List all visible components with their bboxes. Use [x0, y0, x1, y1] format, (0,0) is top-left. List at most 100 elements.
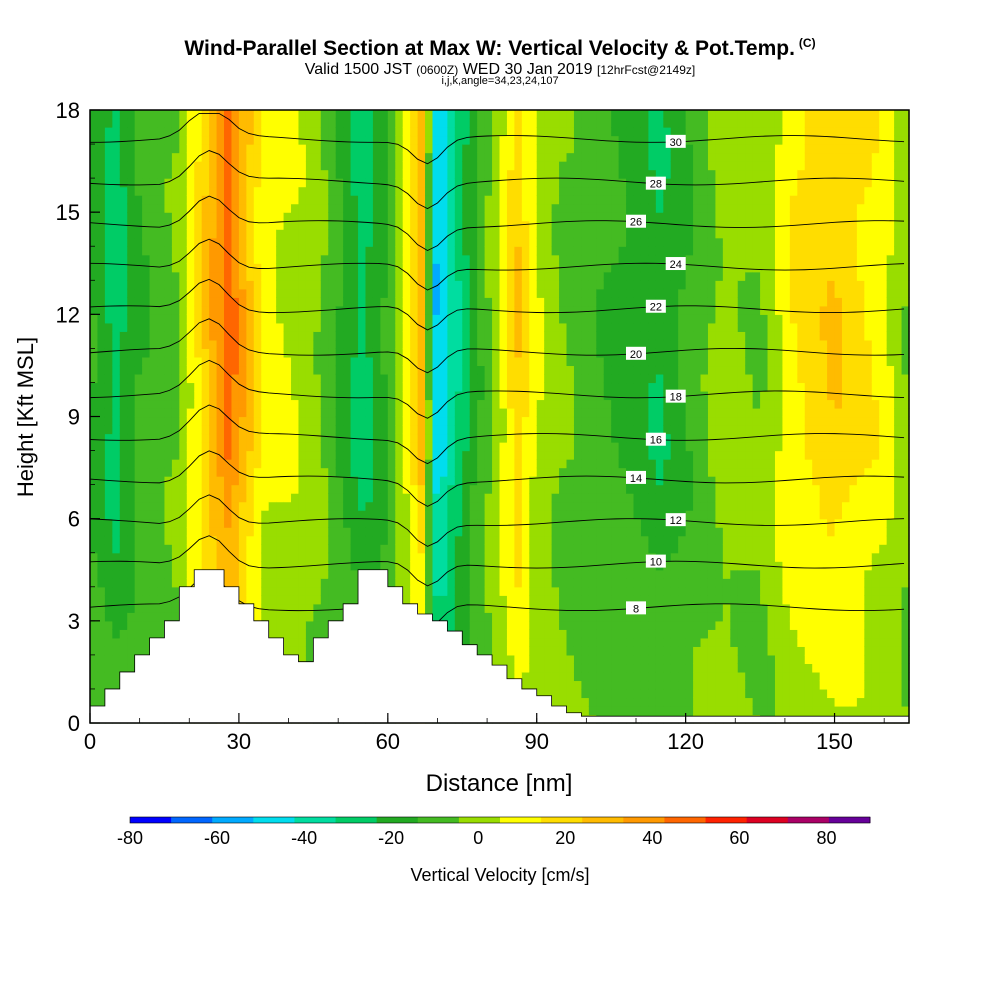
velocity-cell [134, 144, 143, 154]
velocity-cell [238, 416, 247, 426]
velocity-cell [171, 586, 180, 596]
velocity-cell [551, 314, 560, 324]
velocity-cell [506, 442, 515, 452]
velocity-cell [529, 195, 538, 205]
velocity-cell [238, 356, 247, 367]
velocity-cell [499, 152, 508, 162]
velocity-cell [179, 237, 188, 247]
velocity-cell [112, 229, 121, 239]
velocity-cell [387, 578, 396, 588]
velocity-cell [447, 365, 456, 375]
velocity-cell [372, 220, 381, 230]
velocity-cell [283, 518, 292, 528]
velocity-cell [596, 399, 605, 409]
velocity-cell [164, 339, 173, 349]
velocity-cell [179, 510, 188, 520]
velocity-cell [231, 118, 240, 128]
velocity-cell [588, 467, 597, 477]
velocity-cell [573, 152, 582, 162]
velocity-cell [492, 161, 501, 171]
velocity-cell [536, 663, 545, 673]
velocity-cell [521, 476, 530, 486]
velocity-cell [432, 416, 441, 426]
velocity-cell [261, 356, 270, 367]
velocity-cell [536, 646, 545, 656]
velocity-cell [283, 118, 292, 128]
velocity-cell [253, 459, 262, 469]
velocity-cell [365, 433, 374, 443]
velocity-cell [335, 322, 344, 332]
velocity-cell [372, 152, 381, 162]
velocity-cell [506, 646, 515, 656]
velocity-cell [484, 629, 493, 639]
velocity-cell [365, 237, 374, 247]
velocity-cell [194, 254, 203, 264]
velocity-cell [194, 510, 203, 520]
velocity-cell [164, 161, 173, 171]
velocity-cell [514, 569, 523, 579]
velocity-cell [104, 263, 113, 273]
velocity-cell [380, 118, 389, 128]
velocity-cell [544, 356, 553, 367]
velocity-cell [492, 297, 501, 307]
velocity-cell [521, 348, 530, 358]
velocity-cell [432, 220, 441, 230]
velocity-cell [402, 161, 411, 171]
velocity-cell [529, 654, 538, 665]
velocity-cell [298, 237, 307, 247]
title-mark: (C) [798, 36, 816, 50]
velocity-cell [97, 569, 106, 579]
velocity-cell [112, 467, 121, 477]
velocity-cell [119, 212, 128, 222]
velocity-cell [149, 339, 158, 349]
velocity-cell [164, 569, 173, 579]
velocity-cell [506, 288, 515, 298]
velocity-cell [469, 280, 478, 290]
velocity-cell [529, 322, 538, 332]
velocity-cell [127, 254, 136, 264]
velocity-cell [372, 322, 381, 332]
velocity-cell [343, 578, 352, 588]
velocity-cell [395, 510, 404, 520]
velocity-cell [529, 390, 538, 401]
velocity-cell [365, 459, 374, 469]
velocity-cell [157, 271, 166, 281]
velocity-cell [596, 322, 605, 332]
velocity-cell [119, 476, 128, 486]
velocity-cell [358, 118, 367, 128]
velocity-cell [521, 178, 530, 188]
velocity-cell [499, 467, 508, 477]
velocity-cell [551, 620, 560, 630]
velocity-cell [432, 152, 441, 162]
velocity-cell [335, 246, 344, 256]
velocity-cell [335, 297, 344, 307]
velocity-cell [305, 237, 314, 247]
velocity-cell [559, 118, 568, 128]
velocity-cell [97, 195, 106, 205]
velocity-cell [209, 484, 218, 494]
velocity-cell [201, 212, 210, 222]
velocity-cell [328, 263, 337, 273]
velocity-cell [462, 612, 471, 622]
velocity-cell [149, 110, 158, 120]
velocity-cell [157, 288, 166, 298]
velocity-cell [171, 271, 180, 281]
velocity-cell [231, 467, 240, 477]
velocity-cell [261, 161, 270, 171]
velocity-cell [224, 382, 233, 392]
velocity-cell [566, 535, 575, 545]
velocity-cell [372, 493, 381, 503]
velocity-cell [268, 220, 277, 230]
velocity-cell [380, 229, 389, 239]
velocity-cell [358, 561, 367, 571]
velocity-cell [97, 603, 106, 613]
velocity-cell [119, 467, 128, 477]
velocity-cell [432, 314, 441, 324]
velocity-cell [276, 578, 285, 588]
velocity-cell [603, 544, 612, 554]
velocity-cell [194, 220, 203, 230]
velocity-cell [209, 433, 218, 443]
velocity-cell [194, 399, 203, 409]
velocity-cell [573, 203, 582, 213]
velocity-cell [276, 365, 285, 375]
